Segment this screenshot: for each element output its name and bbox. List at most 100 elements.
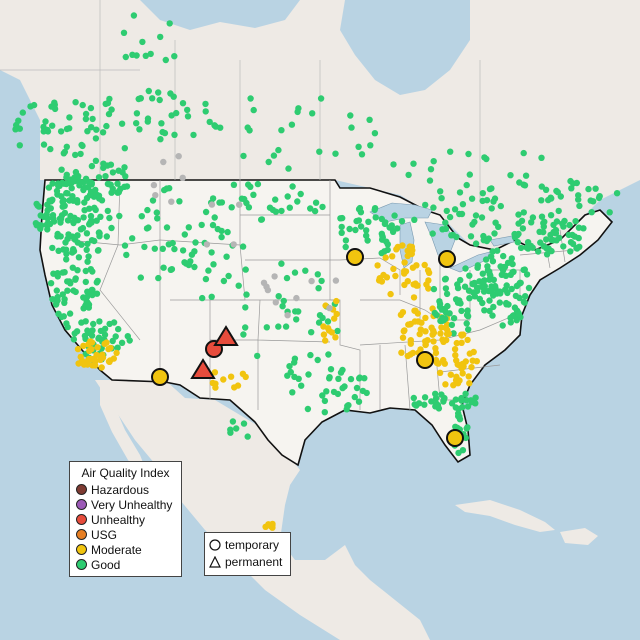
station-marker[interactable] <box>428 324 435 331</box>
station-marker[interactable] <box>436 300 444 308</box>
station-marker[interactable] <box>69 178 77 185</box>
station-marker[interactable] <box>321 397 329 405</box>
station-marker[interactable] <box>315 319 323 326</box>
station-marker[interactable] <box>103 122 110 130</box>
station-marker[interactable] <box>542 186 550 193</box>
station-marker[interactable] <box>82 267 90 275</box>
station-marker[interactable] <box>43 211 50 218</box>
station-marker[interactable] <box>206 118 213 126</box>
station-marker[interactable] <box>371 130 379 137</box>
station-marker[interactable] <box>523 244 530 251</box>
station-marker[interactable] <box>517 279 524 287</box>
station-marker[interactable] <box>371 205 379 212</box>
station-marker[interactable] <box>93 279 101 286</box>
station-marker[interactable] <box>106 214 113 222</box>
station-marker[interactable] <box>64 217 72 224</box>
station-marker[interactable] <box>163 224 171 231</box>
station-marker[interactable] <box>378 215 385 223</box>
station-marker[interactable] <box>488 288 495 295</box>
station-marker[interactable] <box>489 258 497 265</box>
station-marker[interactable] <box>347 112 354 119</box>
station-marker[interactable] <box>218 199 226 206</box>
station-marker[interactable] <box>355 206 363 213</box>
station-marker[interactable] <box>241 195 248 203</box>
station-marker[interactable] <box>16 125 23 132</box>
station-marker[interactable] <box>438 391 445 398</box>
station-marker[interactable] <box>575 224 583 231</box>
station-marker[interactable] <box>157 136 164 143</box>
station-marker[interactable] <box>327 366 335 373</box>
station-marker[interactable] <box>308 329 315 336</box>
station-marker[interactable] <box>305 371 312 378</box>
station-marker[interactable] <box>451 206 459 213</box>
station-marker[interactable] <box>184 113 192 120</box>
station-marker[interactable] <box>365 218 372 225</box>
station-marker[interactable] <box>243 291 250 298</box>
station-marker[interactable] <box>324 318 332 325</box>
station-marker[interactable] <box>518 217 526 224</box>
station-marker[interactable] <box>540 220 547 227</box>
station-marker[interactable] <box>271 273 278 280</box>
station-marker[interactable] <box>254 352 261 360</box>
station-marker[interactable] <box>66 114 73 121</box>
station-marker[interactable] <box>464 424 471 431</box>
station-marker[interactable] <box>443 290 451 298</box>
station-marker[interactable] <box>485 235 492 242</box>
station-marker[interactable] <box>158 120 165 127</box>
station-marker[interactable] <box>93 191 100 198</box>
station-marker[interactable] <box>91 355 98 362</box>
station-marker[interactable] <box>321 409 328 416</box>
station-marker[interactable] <box>358 151 366 158</box>
station-marker[interactable] <box>466 171 473 178</box>
station-marker[interactable] <box>472 212 480 219</box>
station-marker[interactable] <box>270 152 278 159</box>
station-marker[interactable] <box>235 282 242 289</box>
station-marker[interactable] <box>339 384 346 392</box>
station-marker[interactable] <box>64 235 71 242</box>
station-marker[interactable] <box>93 217 100 224</box>
station-marker[interactable] <box>176 198 183 205</box>
station-marker[interactable] <box>116 187 123 195</box>
station-marker[interactable] <box>483 155 490 163</box>
station-marker[interactable] <box>293 294 300 302</box>
station-marker[interactable] <box>442 285 450 292</box>
station-marker[interactable] <box>16 142 23 149</box>
station-marker[interactable] <box>320 331 328 338</box>
station-marker[interactable] <box>63 250 70 258</box>
station-marker[interactable] <box>63 180 70 188</box>
station-marker[interactable] <box>450 330 457 337</box>
station-marker[interactable] <box>308 277 315 285</box>
station-marker[interactable] <box>90 320 97 328</box>
station-marker[interactable] <box>543 236 550 243</box>
station-marker[interactable] <box>130 12 138 19</box>
station-marker[interactable] <box>465 373 472 380</box>
station-marker[interactable] <box>404 352 411 360</box>
station-marker[interactable] <box>157 33 164 41</box>
station-marker[interactable] <box>115 325 122 333</box>
station-marker[interactable] <box>486 297 493 304</box>
station-marker[interactable] <box>429 230 436 237</box>
station-marker[interactable] <box>104 99 112 107</box>
station-marker[interactable] <box>48 197 56 204</box>
station-marker[interactable] <box>240 331 247 338</box>
station-marker[interactable] <box>74 267 81 274</box>
station-marker[interactable] <box>173 109 180 117</box>
station-marker[interactable] <box>82 115 90 123</box>
temporary-monitor-marker[interactable] <box>446 429 464 447</box>
station-marker[interactable] <box>476 295 483 303</box>
station-marker[interactable] <box>399 242 406 249</box>
station-marker[interactable] <box>326 304 333 312</box>
station-marker[interactable] <box>283 274 291 282</box>
station-marker[interactable] <box>576 202 583 210</box>
station-marker[interactable] <box>458 365 465 372</box>
station-marker[interactable] <box>418 319 425 326</box>
station-marker[interactable] <box>540 243 547 250</box>
station-marker[interactable] <box>272 299 279 306</box>
station-marker[interactable] <box>208 201 216 208</box>
station-marker[interactable] <box>143 225 151 232</box>
station-marker[interactable] <box>463 397 470 404</box>
station-marker[interactable] <box>357 223 365 230</box>
station-marker[interactable] <box>355 217 363 224</box>
station-marker[interactable] <box>352 226 359 234</box>
station-marker[interactable] <box>447 148 454 155</box>
